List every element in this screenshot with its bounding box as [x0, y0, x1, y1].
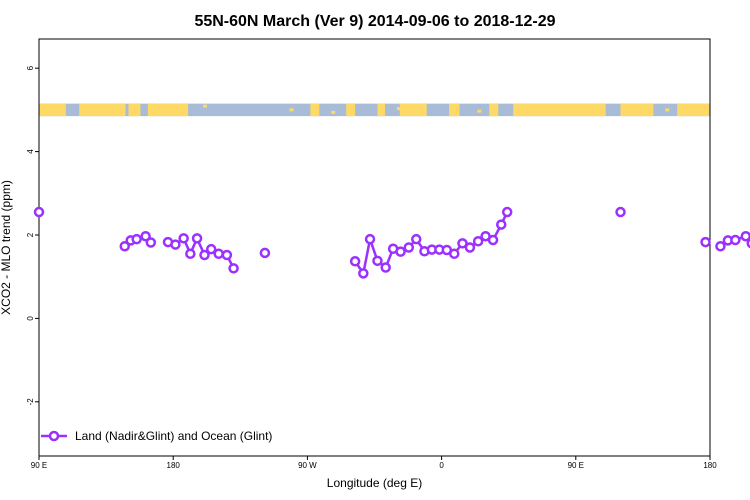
data-point — [185, 248, 196, 260]
x-tick-label: 180 — [703, 461, 717, 470]
map-strip-land — [665, 108, 670, 112]
map-strip-land — [310, 103, 320, 117]
data-point — [457, 238, 468, 249]
map-strip-land — [79, 103, 126, 117]
data-point — [495, 219, 507, 230]
plot-frame — [38, 38, 711, 457]
map-strip-land — [203, 104, 208, 108]
y-tick-label: 0 — [26, 316, 35, 321]
data-point — [487, 234, 499, 246]
data-point — [131, 233, 142, 245]
series-lines — [123, 211, 750, 277]
map-strip-land — [147, 103, 189, 117]
data-point — [730, 234, 741, 246]
data-point — [403, 242, 415, 253]
series-points — [33, 206, 750, 279]
data-point — [449, 248, 460, 260]
legend-marker-swatch — [48, 430, 60, 442]
data-point — [464, 242, 476, 253]
map-strip-land — [396, 107, 401, 111]
x-tick-label: 0 — [439, 461, 444, 470]
data-point — [178, 233, 189, 244]
data-point — [259, 247, 271, 259]
map-strip-land — [545, 112, 550, 116]
legend: Land (Nadir&Glint) and Ocean (Glint) — [41, 429, 272, 443]
map-strip-land — [98, 105, 103, 109]
legend-label: Land (Nadir&Glint) and Ocean (Glint) — [75, 429, 272, 443]
data-point — [411, 233, 422, 245]
map-strip-land — [39, 103, 66, 117]
x-tick-label: 90 E — [31, 461, 47, 470]
data-point — [395, 246, 406, 257]
map-strip-land — [449, 103, 460, 117]
map-strip-land — [513, 103, 606, 117]
x-axis: 90 E 180 90 W 0 90 E 180 — [31, 456, 717, 470]
data-point — [700, 236, 711, 248]
map-strip-land — [346, 103, 356, 117]
data-point — [715, 240, 726, 252]
data-point — [199, 249, 210, 261]
data-point — [205, 243, 217, 255]
data-point — [364, 233, 376, 245]
y-tick-label: 2 — [26, 232, 35, 237]
x-tick-label: 90 E — [568, 461, 584, 470]
map-strip-land — [477, 109, 482, 113]
map-strip-land — [289, 108, 294, 112]
x-tick-label: 180 — [167, 461, 181, 470]
map-strip-land — [583, 105, 588, 109]
map-strip-land — [489, 103, 499, 117]
data-point — [501, 206, 513, 218]
data-point — [746, 238, 750, 249]
map-strip-land — [399, 103, 427, 117]
y-axis: -2 0 2 4 6 — [26, 65, 39, 405]
y-tick-label: -2 — [26, 398, 35, 406]
map-strip-land — [331, 110, 336, 114]
data-point — [213, 248, 224, 260]
x-axis-label: Longitude (deg E) — [327, 476, 422, 490]
y-tick-label: 4 — [26, 149, 35, 154]
data-point — [140, 230, 151, 242]
chart-title: 55N-60N March (Ver 9) 2014-09-06 to 2018… — [194, 13, 555, 30]
map-strip-land — [677, 103, 710, 117]
data-point — [228, 263, 239, 274]
data-point — [145, 237, 157, 248]
map-strip-land — [620, 103, 654, 117]
data-point — [615, 206, 626, 218]
data-point — [349, 256, 361, 267]
data-point — [170, 239, 181, 250]
x-tick-label: 90 W — [298, 461, 317, 470]
data-point — [358, 268, 369, 279]
data-point — [33, 206, 45, 218]
map-strip — [39, 103, 710, 117]
map-strip-land — [161, 109, 166, 113]
y-axis-label: XCO2 - MLO trend (ppm) — [0, 180, 13, 315]
data-point — [119, 240, 130, 252]
data-point — [380, 262, 391, 273]
map-strip-land — [377, 103, 385, 117]
map-strip-land — [128, 103, 141, 117]
y-tick-label: 6 — [26, 65, 35, 70]
data-point — [740, 230, 750, 242]
data-point — [372, 255, 383, 267]
data-point — [191, 233, 203, 244]
data-point — [472, 235, 484, 247]
data-point — [221, 249, 233, 261]
